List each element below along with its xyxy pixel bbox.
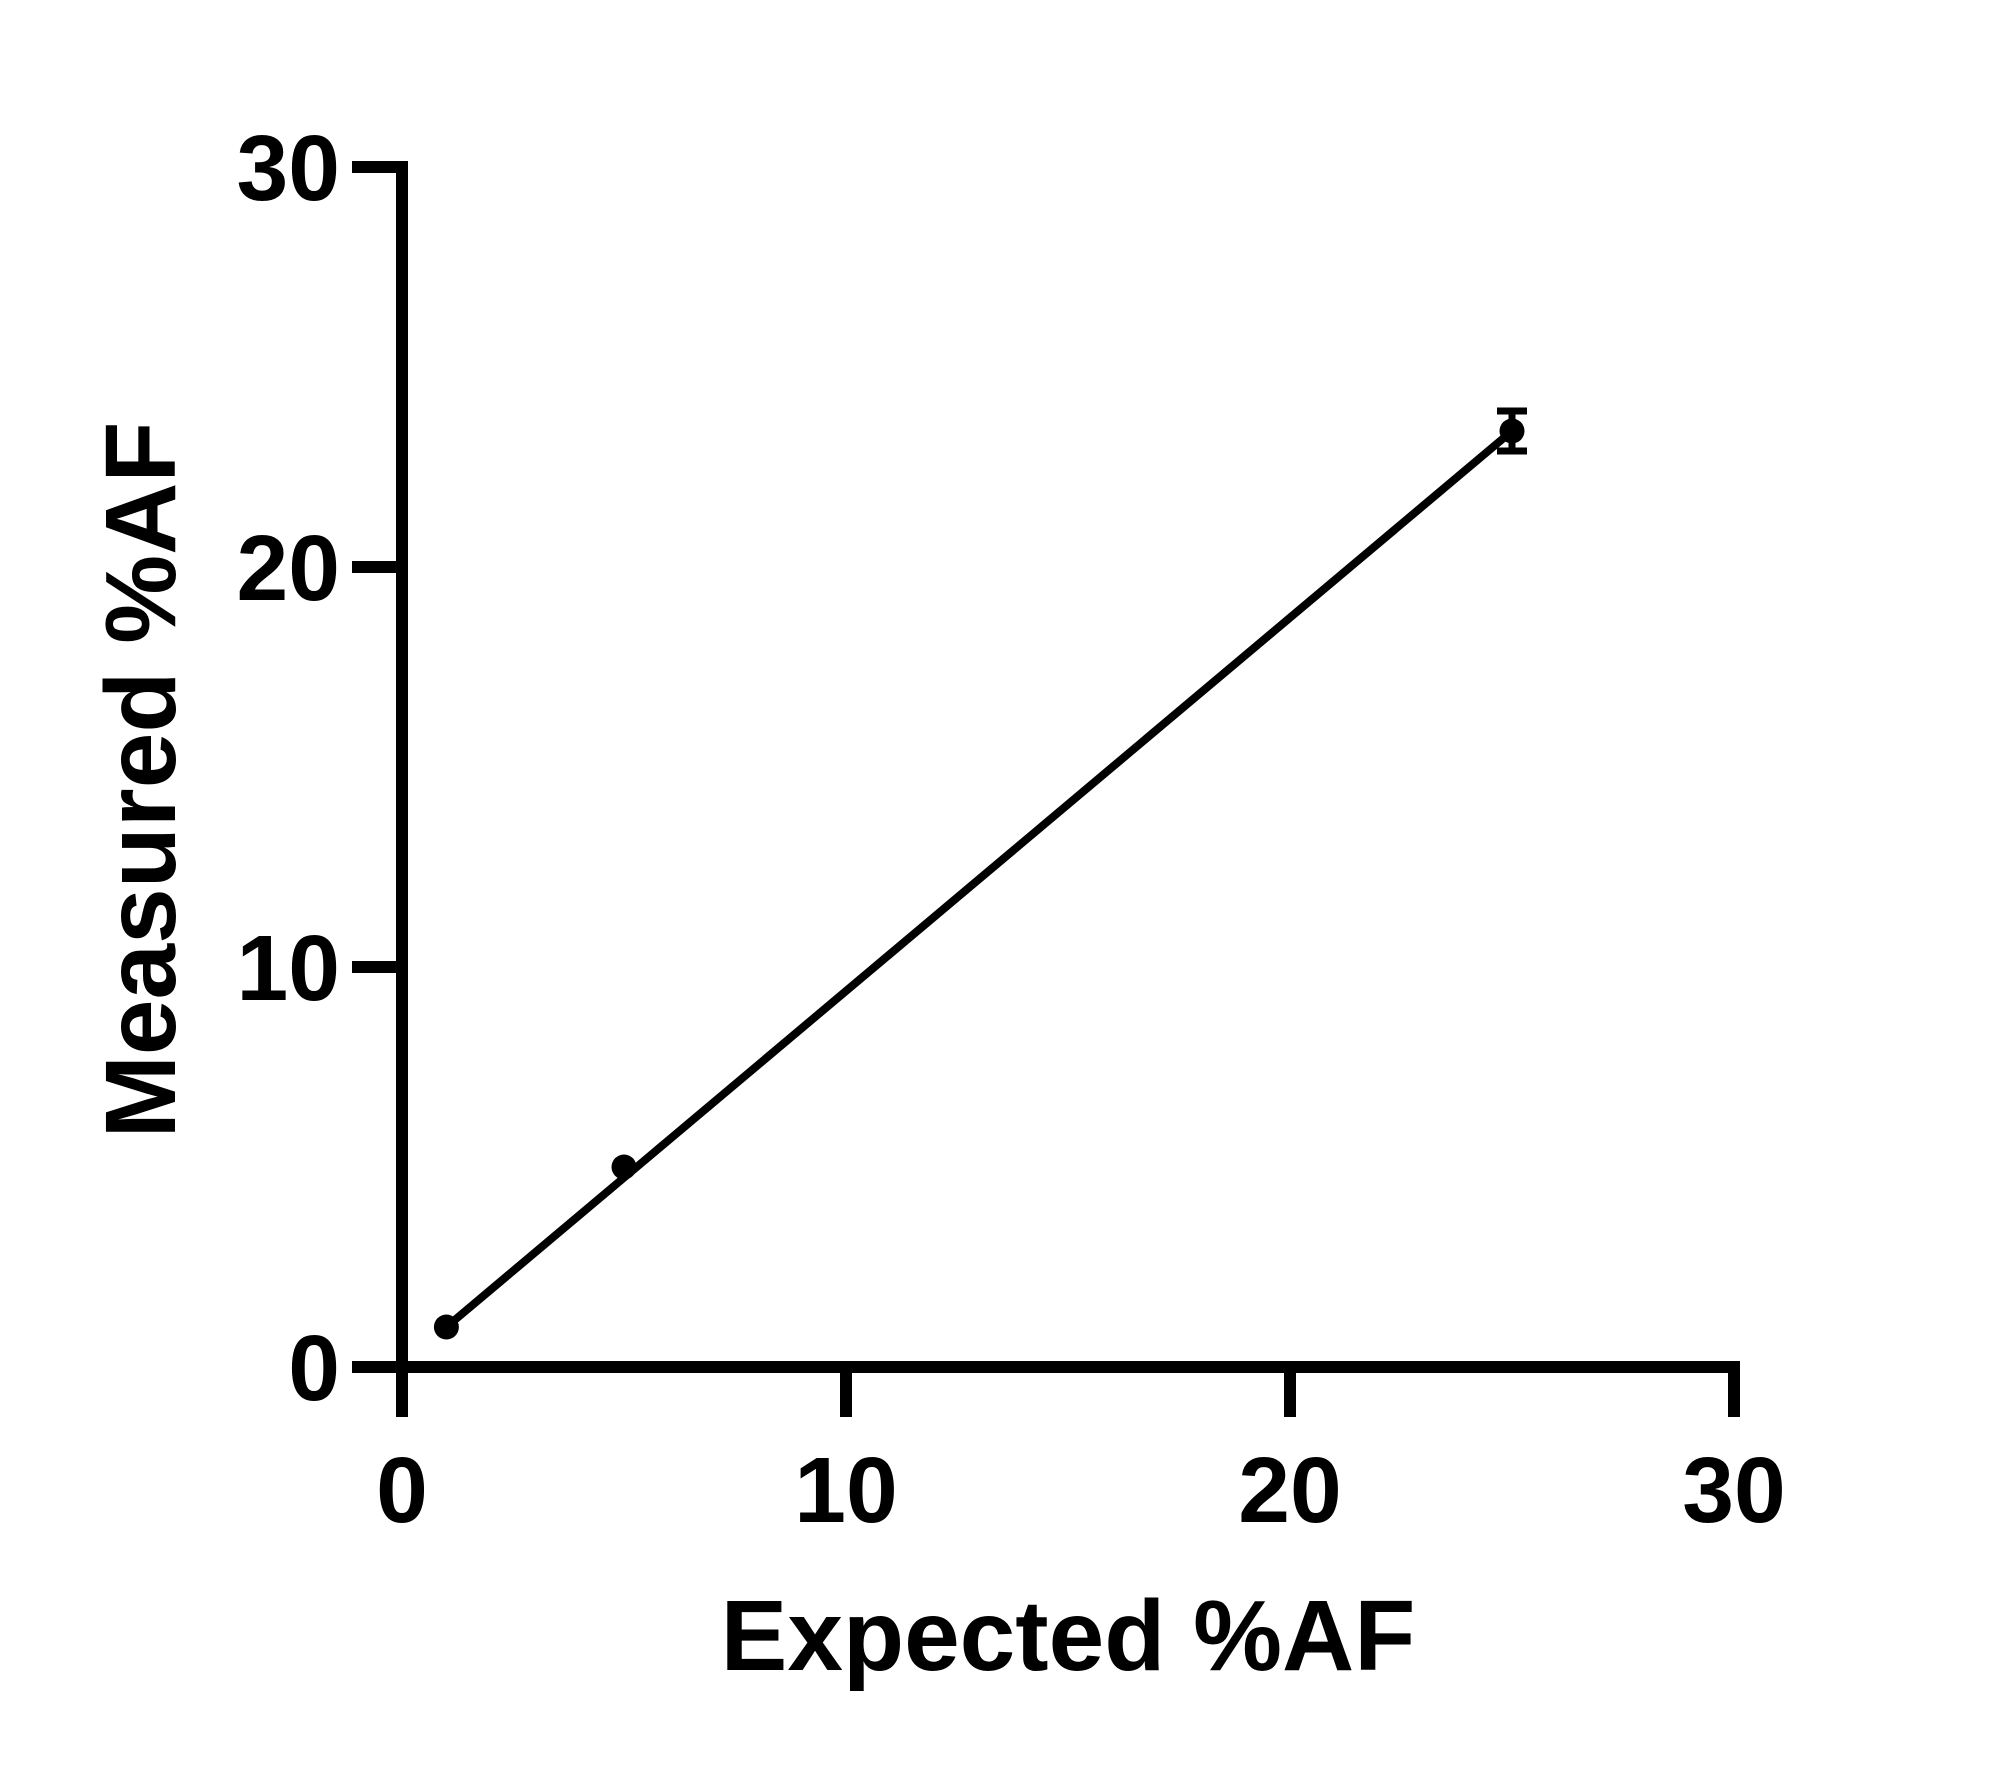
y-axis-title: Measured %AF <box>85 422 197 1139</box>
y-tick-label: 30 <box>237 116 340 220</box>
x-tick-label: 20 <box>1238 1438 1341 1542</box>
x-tick-label: 30 <box>1682 1438 1785 1542</box>
data-point-marker <box>433 1314 459 1340</box>
x-tick-label: 0 <box>376 1438 428 1542</box>
y-tick-label: 10 <box>237 916 340 1020</box>
y-tick-label: 0 <box>288 1316 340 1420</box>
data-layer <box>433 407 1527 1340</box>
y-tick-label: 20 <box>237 516 340 620</box>
fit-line <box>443 427 1515 1331</box>
data-point-marker <box>1499 418 1525 444</box>
x-tick-label: 10 <box>794 1438 897 1542</box>
label-layer: Expected %AF Measured %AF <box>85 422 1415 1692</box>
data-point-marker <box>611 1154 637 1180</box>
axes-layer: 0 10 20 30 0 10 20 30 <box>237 116 1786 1542</box>
x-axis-title: Expected %AF <box>721 1580 1416 1692</box>
